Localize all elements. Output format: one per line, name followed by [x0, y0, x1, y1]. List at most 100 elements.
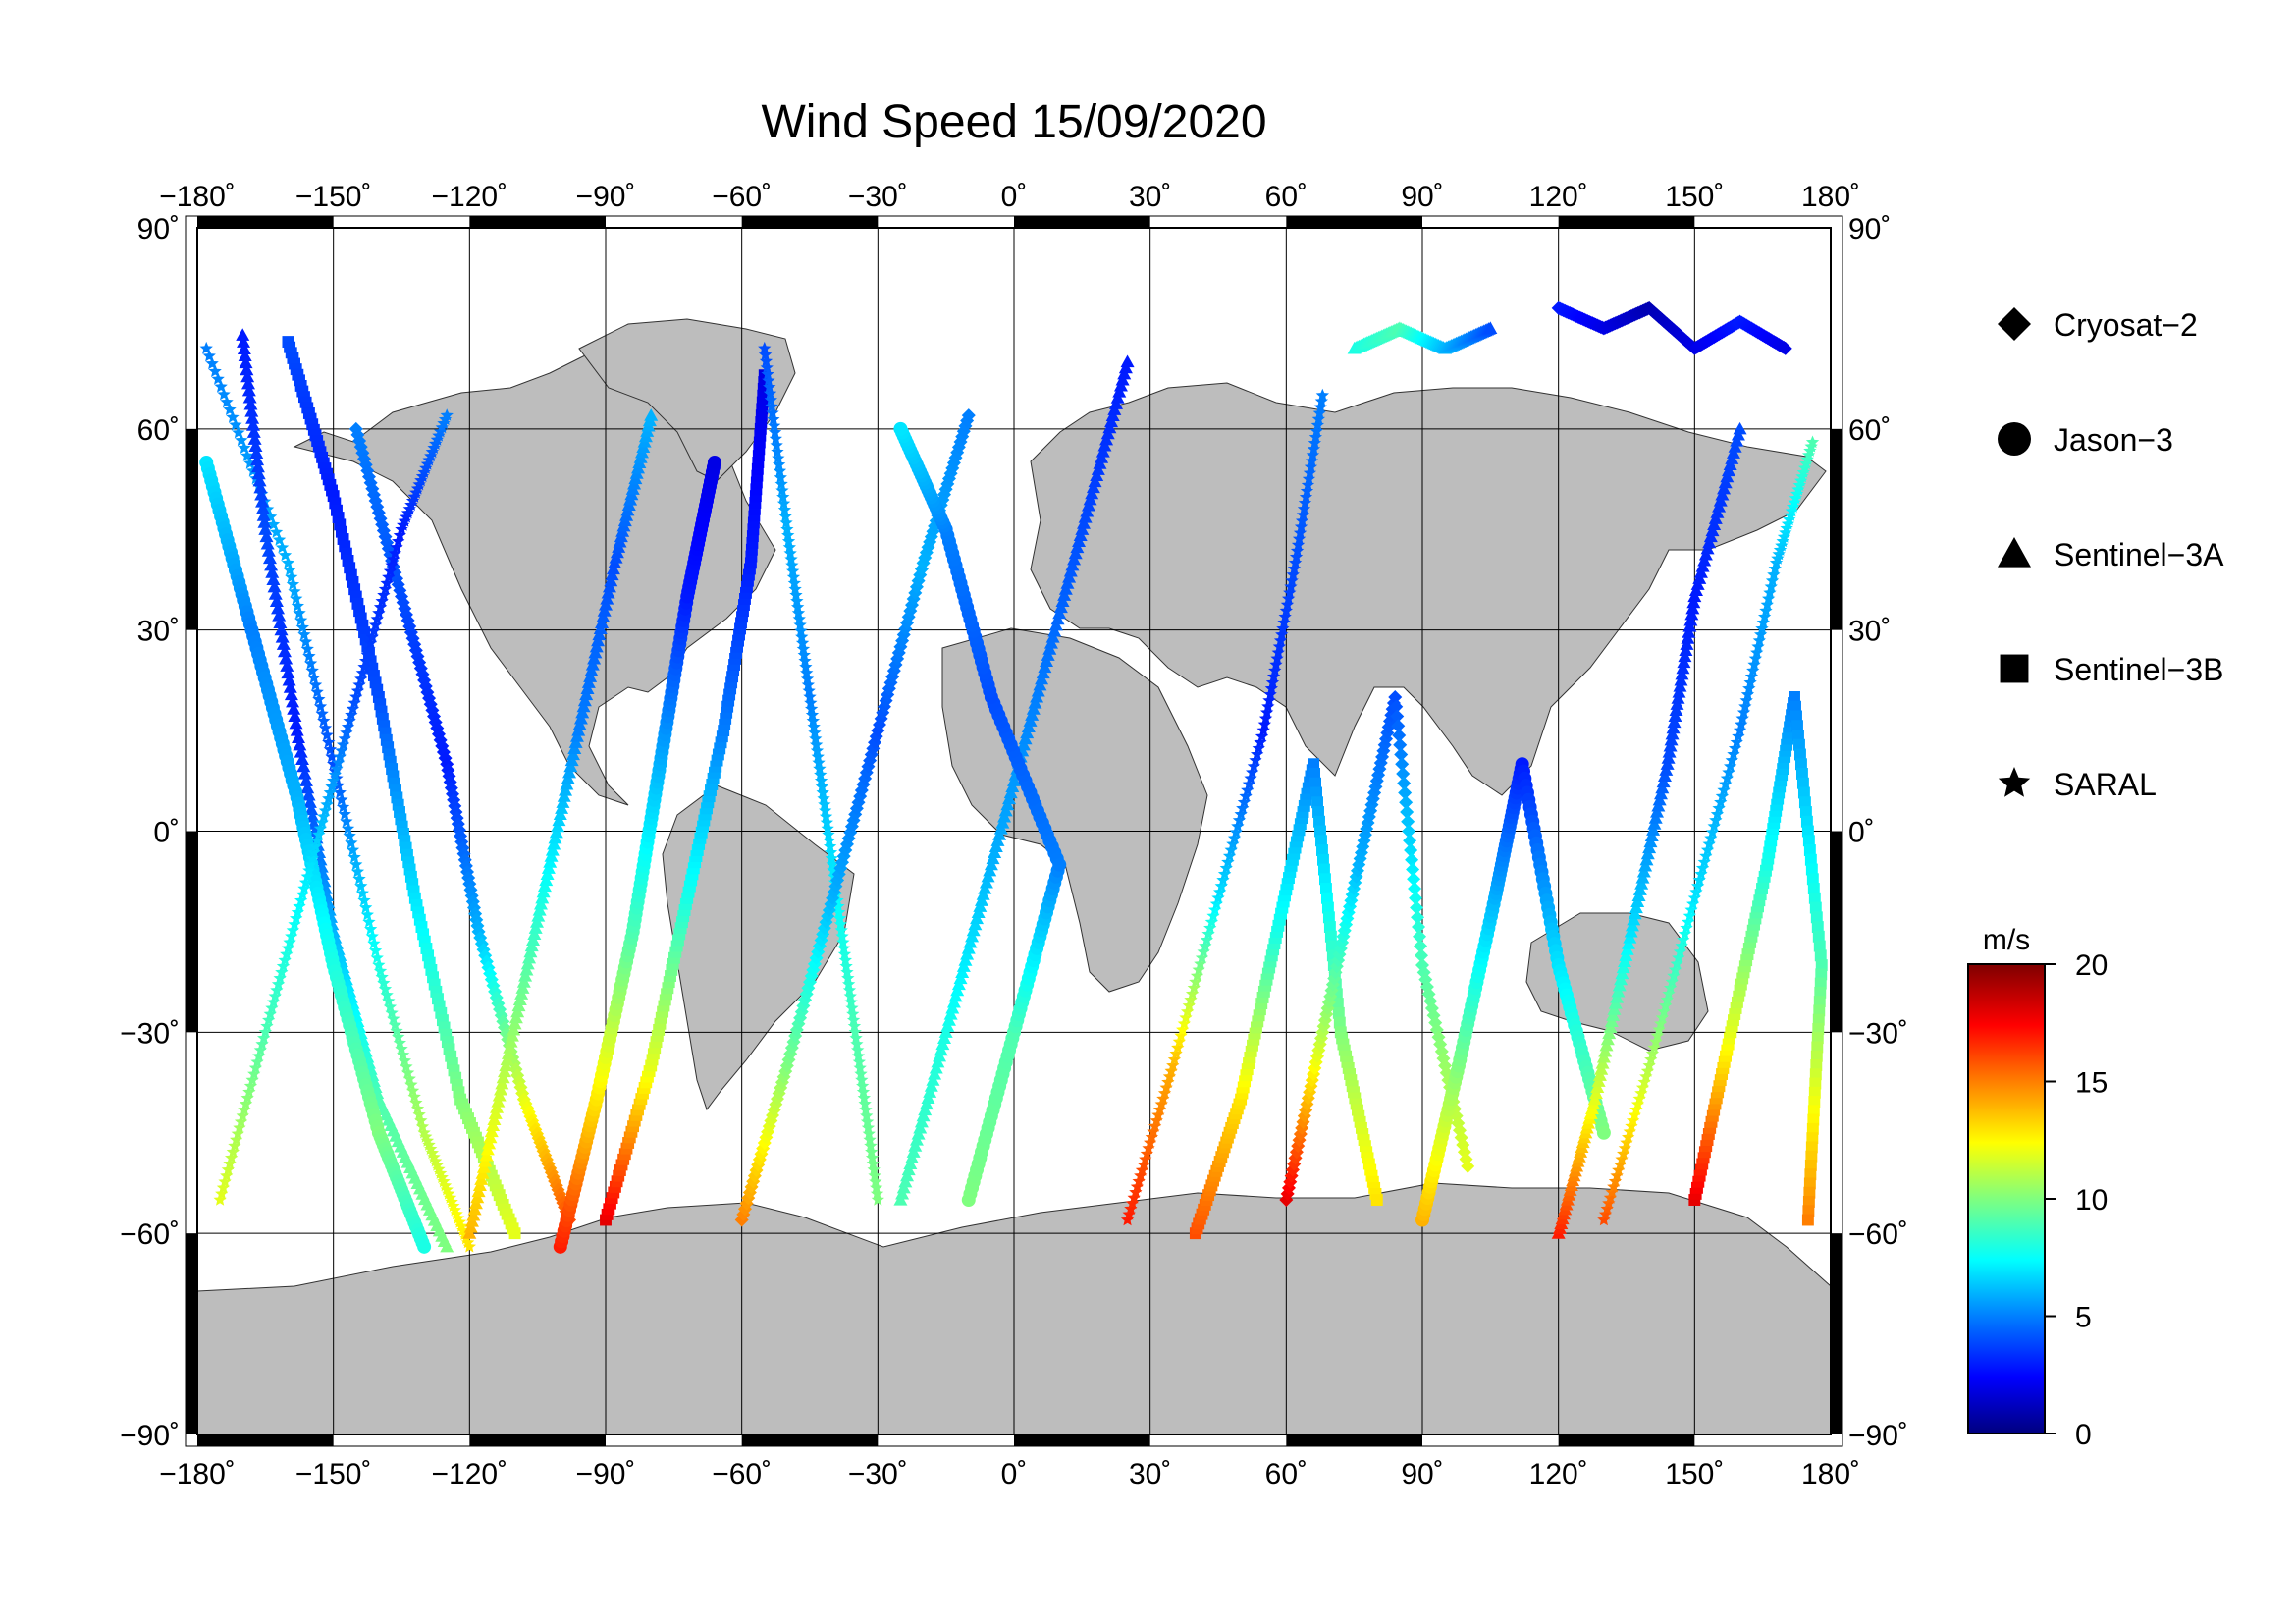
track-point-sentinel-3b	[427, 971, 439, 984]
track-point-sentinel-3b	[1308, 758, 1320, 771]
track-point-saral	[310, 685, 324, 698]
track-point-sentinel-3a	[1733, 421, 1747, 435]
track-point-sentinel-3a	[258, 522, 273, 535]
track-point-saral	[1140, 1147, 1153, 1160]
track-point-sentinel-3b	[1691, 1181, 1703, 1194]
track-point-sentinel-3b	[1694, 1163, 1707, 1176]
track-point-sentinel-3b	[738, 599, 750, 612]
track-point-saral	[855, 1073, 869, 1086]
track-point-sentinel-3b	[1260, 973, 1273, 986]
track-point-sentinel-3b	[1808, 1086, 1821, 1099]
track-point-sentinel-3b	[407, 885, 420, 897]
track-point-saral	[1707, 819, 1721, 833]
track-point-sentinel-3b	[657, 1005, 669, 1018]
track-point-sentinel-3b	[1760, 864, 1772, 877]
track-point-sentinel-3b	[726, 671, 739, 683]
track-point-saral	[322, 735, 336, 748]
track-point-saral	[400, 1059, 413, 1073]
track-point-saral	[1258, 711, 1273, 725]
track-point-cryosat-2	[1412, 920, 1426, 935]
track-point-sentinel-3b	[1252, 1015, 1264, 1028]
track-point-sentinel-3b	[1805, 1141, 1818, 1154]
track-point-saral	[407, 1090, 421, 1103]
track-point-cryosat-2	[1390, 709, 1405, 724]
track-point-saral	[792, 612, 806, 625]
track-point-saral	[766, 406, 779, 419]
track-point-sentinel-3b	[1251, 1021, 1262, 1034]
track-point-saral	[1692, 873, 1706, 887]
track-point-sentinel-3b	[711, 754, 723, 767]
track-point-sentinel-3b	[380, 733, 393, 746]
track-point-sentinel-3b	[1740, 954, 1753, 967]
track-point-saral	[1626, 1113, 1640, 1127]
track-point-saral	[1715, 789, 1730, 802]
lon-tick-label: 60˚	[1265, 181, 1308, 213]
track-point-cryosat-2	[1399, 795, 1414, 810]
lat-tick-label: 30˚	[1848, 616, 1891, 648]
track-point-saral	[220, 1168, 234, 1182]
track-point-saral	[1285, 573, 1299, 587]
track-point-saral	[272, 533, 287, 546]
track-point-cryosat-2	[1405, 852, 1419, 867]
track-point-sentinel-3b	[376, 712, 389, 725]
track-point-saral	[819, 809, 833, 823]
track-point-sentinel-3b	[1243, 1057, 1255, 1069]
track-point-saral	[1276, 622, 1290, 635]
track-point-saral	[336, 800, 350, 813]
track-point-saral	[1125, 1196, 1140, 1210]
track-point-saral	[1752, 633, 1766, 647]
lat-tick-label: −90˚	[1848, 1420, 1908, 1452]
track-point-saral	[1805, 435, 1820, 449]
track-point-cryosat-2	[1402, 824, 1416, 839]
track-point-saral	[805, 708, 820, 721]
track-point-sentinel-3b	[1791, 720, 1803, 732]
track-point-sentinel-3b	[1789, 690, 1800, 703]
track-point-saral	[1295, 514, 1309, 527]
track-point-saral	[1152, 1103, 1167, 1115]
track-point-sentinel-3b	[1364, 1163, 1377, 1176]
track-point-sentinel-3b	[1780, 744, 1792, 757]
track-point-sentinel-3b	[1345, 1074, 1358, 1087]
track-point-saral	[1765, 573, 1780, 587]
track-point-sentinel-3a	[298, 774, 313, 786]
track-point-saral	[250, 1055, 264, 1068]
track-point-saral	[286, 923, 300, 937]
track-point-saral	[368, 944, 383, 957]
track-point-sentinel-3a	[280, 659, 294, 672]
track-point-saral	[1603, 1191, 1618, 1204]
track-point-saral	[281, 556, 295, 569]
colorbar-tick-label: 15	[2075, 1067, 2108, 1100]
track-point-saral	[360, 907, 374, 921]
track-point-sentinel-3a	[294, 745, 308, 758]
track-point-sentinel-3b	[712, 748, 724, 761]
track-point-saral	[373, 964, 388, 977]
track-point-saral	[1755, 622, 1769, 635]
track-point-sentinel-3b	[741, 574, 754, 587]
track-point-saral	[1694, 867, 1708, 881]
track-point-sentinel-3b	[395, 813, 407, 826]
track-point-sentinel-3b	[1713, 1080, 1726, 1093]
track-point-saral	[1704, 831, 1718, 844]
track-point-saral	[360, 648, 374, 661]
track-point-sentinel-3b	[375, 705, 388, 718]
track-point-saral	[1680, 921, 1693, 934]
track-point-saral	[1299, 490, 1313, 503]
track-point-saral	[1655, 1010, 1669, 1024]
track-point-sentinel-3b	[694, 832, 707, 844]
track-point-saral	[1200, 933, 1214, 947]
track-point-sentinel-3b	[1795, 758, 1807, 771]
track-point-sentinel-3b	[755, 416, 768, 428]
track-point-cryosat-2	[1392, 728, 1407, 742]
track-point-saral	[801, 677, 815, 691]
track-point-saral	[1177, 1016, 1191, 1030]
track-point-sentinel-3a	[294, 752, 309, 765]
track-point-saral	[1142, 1141, 1155, 1155]
track-point-sentinel-3b	[1256, 992, 1269, 1003]
track-point-sentinel-3b	[1738, 960, 1751, 973]
track-point-sentinel-3a	[266, 572, 281, 586]
track-point-cryosat-2	[1404, 843, 1418, 858]
track-point-sentinel-3b	[1292, 830, 1305, 842]
lon-tick-label: 180˚	[1801, 1458, 1860, 1490]
track-point-saral	[1267, 670, 1281, 682]
track-point-saral	[412, 1108, 426, 1121]
